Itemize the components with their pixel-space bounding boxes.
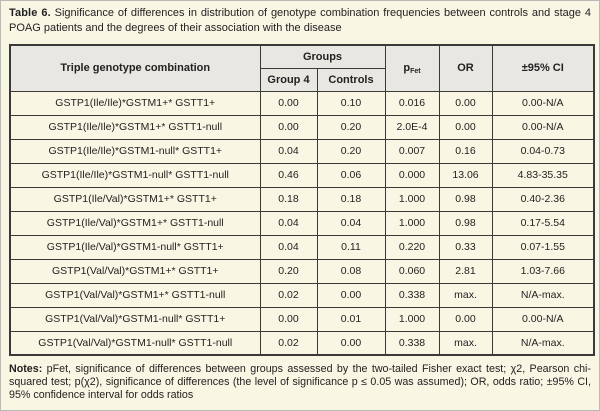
cell-odds-ratio: max. <box>438 330 493 356</box>
cell-confidence-interval: 0.00-N/A <box>491 114 595 140</box>
table-notes: Notes: pFet, significance of differences… <box>9 363 591 402</box>
notes-text: pFet, significance of differences betwee… <box>9 363 591 401</box>
cell-genotype: GSTP1(Ile/Val)*GSTM1+* GSTT1+ <box>9 186 261 212</box>
table-row: GSTP1(Ile/Val)*GSTM1+* GSTT1-null 0.04 0.0… <box>9 210 595 236</box>
table-caption-label: Table 6. <box>9 7 51 19</box>
cell-group4-frequency: 0.00 <box>259 306 318 332</box>
cell-group4-frequency: 0.18 <box>259 186 318 212</box>
cell-group4-frequency: 0.00 <box>259 90 318 116</box>
table-row: GSTP1(Ile/Val)*GSTM1+* GSTT1+ 0.18 0.18 1.0… <box>9 186 595 212</box>
header-row-sub: Group 4 Controls <box>10 67 594 92</box>
cell-odds-ratio: 0.00 <box>438 114 493 140</box>
cell-pfet-value: 0.016 <box>384 90 440 116</box>
cell-controls-frequency: 0.06 <box>316 162 386 188</box>
cell-confidence-interval: N/A-max. <box>491 282 595 308</box>
cell-controls-frequency: 0.00 <box>316 330 386 356</box>
cell-odds-ratio: 2.81 <box>438 258 493 284</box>
cell-pfet-value: 0.220 <box>384 234 440 260</box>
paper-table-figure: Table 6. Significance of differences in … <box>9 6 595 402</box>
col-header-or: OR <box>438 44 493 92</box>
cell-pfet-value: 0.000 <box>384 162 440 188</box>
table-row: GSTP1(Ile/Ile)*GSTM1-null* GSTT1-null 0.4… <box>9 162 595 188</box>
table-row: GSTP1(Val/Val)*GSTM1-null* GSTT1-null 0.0… <box>9 330 595 356</box>
cell-confidence-interval: 0.00-N/A <box>491 306 595 332</box>
cell-odds-ratio: 0.98 <box>438 210 493 236</box>
cell-genotype: GSTP1(Val/Val)*GSTM1+* GSTT1-null <box>9 282 261 308</box>
cell-genotype: GSTP1(Val/Val)*GSTM1-null* GSTT1+ <box>9 306 261 332</box>
cell-controls-frequency: 0.11 <box>316 234 386 260</box>
table-caption: Table 6. Significance of differences in … <box>9 6 591 35</box>
cell-controls-frequency: 0.20 <box>316 114 386 140</box>
cell-pfet-value: 1.000 <box>384 210 440 236</box>
cell-odds-ratio: 0.98 <box>438 186 493 212</box>
header-row-top: Triple genotype combination Groups pFet … <box>9 44 595 92</box>
col-header-controls: Controls <box>316 67 386 92</box>
cell-pfet-value: 0.338 <box>384 282 440 308</box>
cell-odds-ratio: 0.00 <box>438 90 493 116</box>
col-header-groups: Groups <box>259 44 386 69</box>
cell-genotype: GSTP1(Ile/Ile)*GSTM1+* GSTT1+ <box>9 90 261 116</box>
cell-confidence-interval: 1.03-7.66 <box>491 258 595 284</box>
cell-genotype: GSTP1(Val/Val)*GSTM1-null* GSTT1-null <box>9 330 261 356</box>
cell-genotype: GSTP1(Val/Val)*GSTM1+* GSTT1+ <box>9 258 261 284</box>
cell-odds-ratio: 0.16 <box>438 138 493 164</box>
cell-group4-frequency: 0.04 <box>259 210 318 236</box>
table-caption-text: Significance of differences in distribut… <box>9 7 591 34</box>
table-row: GSTP1(Ile/Ile)*GSTM1-null* GSTT1+ 0.04 0.2… <box>9 138 595 164</box>
cell-pfet-value: 2.0E-4 <box>384 114 440 140</box>
pfet-base: p <box>403 61 411 74</box>
cell-pfet-value: 0.007 <box>384 138 440 164</box>
cell-pfet-value: 1.000 <box>384 186 440 212</box>
cell-odds-ratio: max. <box>438 282 493 308</box>
cell-pfet-value: 0.060 <box>384 258 440 284</box>
table-row: GSTP1(Val/Val)*GSTM1+* GSTT1-null 0.02 0.0… <box>9 282 595 308</box>
cell-confidence-interval: 0.04-0.73 <box>491 138 595 164</box>
table-row: GSTP1(Val/Val)*GSTM1-null* GSTT1+ 0.00 0.0… <box>9 306 595 332</box>
cell-confidence-interval: 0.07-1.55 <box>491 234 595 260</box>
cell-controls-frequency: 0.00 <box>316 282 386 308</box>
col-header-genotype: Triple genotype combination <box>9 44 261 92</box>
cell-confidence-interval: N/A-max. <box>491 330 595 356</box>
cell-controls-frequency: 0.10 <box>316 90 386 116</box>
notes-label: Notes: <box>9 363 43 375</box>
col-header-group4: Group 4 <box>259 67 318 92</box>
cell-group4-frequency: 0.02 <box>259 330 318 356</box>
table-row: GSTP1(Val/Val)*GSTM1+* GSTT1+ 0.20 0.08 0.0… <box>9 258 595 284</box>
cell-confidence-interval: 4.83-35.35 <box>491 162 595 188</box>
pfet-subscript: Fet <box>410 67 421 75</box>
col-header-pfet: pFet <box>384 44 440 92</box>
cell-genotype: GSTP1(Ile/Val)*GSTM1+* GSTT1-null <box>9 210 261 236</box>
cell-group4-frequency: 0.04 <box>259 138 318 164</box>
cell-confidence-interval: 0.00-N/A <box>491 90 595 116</box>
cell-pfet-value: 0.338 <box>384 330 440 356</box>
cell-controls-frequency: 0.18 <box>316 186 386 212</box>
table-row: GSTP1(Ile/Ile)*GSTM1+* GSTT1-null 0.00 0.2… <box>9 114 595 140</box>
cell-odds-ratio: 13.06 <box>438 162 493 188</box>
cell-group4-frequency: 0.46 <box>259 162 318 188</box>
cell-genotype: GSTP1(Ile/Val)*GSTM1-null* GSTT1+ <box>9 234 261 260</box>
cell-group4-frequency: 0.20 <box>259 258 318 284</box>
cell-controls-frequency: 0.04 <box>316 210 386 236</box>
table-row: GSTP1(Ile/Ile)*GSTM1+* GSTT1+ 0.00 0.10 0.0… <box>9 90 595 116</box>
cell-group4-frequency: 0.04 <box>259 234 318 260</box>
cell-genotype: GSTP1(Ile/Ile)*GSTM1+* GSTT1-null <box>9 114 261 140</box>
cell-odds-ratio: 0.33 <box>438 234 493 260</box>
cell-group4-frequency: 0.02 <box>259 282 318 308</box>
cell-group4-frequency: 0.00 <box>259 114 318 140</box>
table-row: GSTP1(Ile/Val)*GSTM1-null* GSTT1+ 0.04 0.1… <box>9 234 595 260</box>
cell-pfet-value: 1.000 <box>384 306 440 332</box>
col-header-ci: ±95% CI <box>491 44 595 92</box>
cell-confidence-interval: 0.40-2.36 <box>491 186 595 212</box>
genotype-frequency-table: Triple genotype combination Groups pFet … <box>9 44 595 356</box>
cell-genotype: GSTP1(Ile/Ile)*GSTM1-null* GSTT1+ <box>9 138 261 164</box>
cell-genotype: GSTP1(Ile/Ile)*GSTM1-null* GSTT1-null <box>9 162 261 188</box>
cell-odds-ratio: 0.00 <box>438 306 493 332</box>
cell-confidence-interval: 0.17-5.54 <box>491 210 595 236</box>
cell-controls-frequency: 0.08 <box>316 258 386 284</box>
cell-controls-frequency: 0.01 <box>316 306 386 332</box>
cell-controls-frequency: 0.20 <box>316 138 386 164</box>
